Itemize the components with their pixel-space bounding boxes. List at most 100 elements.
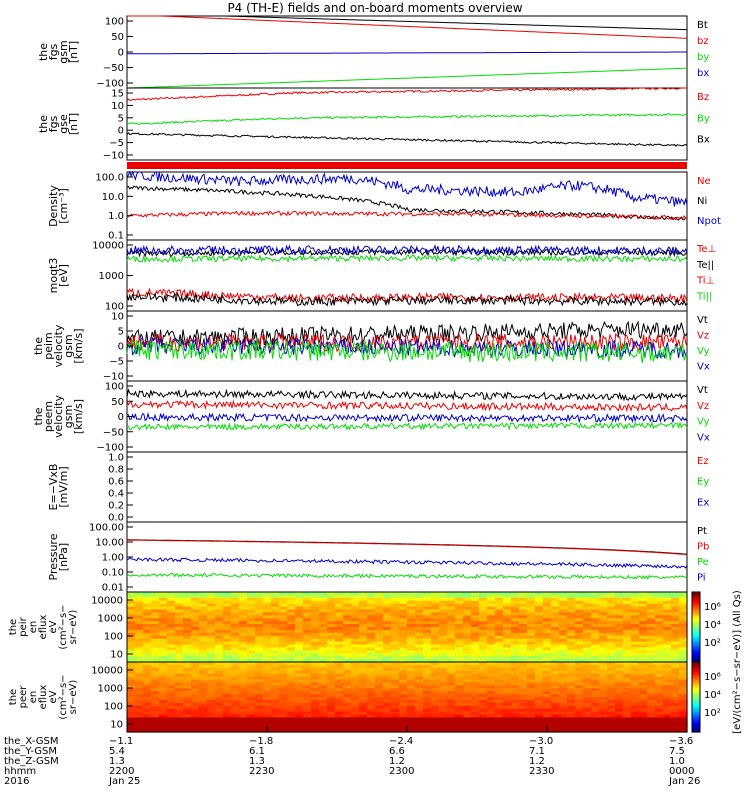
heatmap-cell	[487, 667, 496, 672]
heatmap-cell	[455, 624, 464, 628]
heatmap-cell	[543, 629, 552, 634]
heatmap-cell	[143, 624, 152, 628]
heatmap-cell	[511, 659, 520, 663]
heatmap-cell	[303, 688, 312, 692]
heatmap-cell	[295, 702, 304, 707]
heatmap-cell	[519, 624, 528, 628]
heatmap-cell	[367, 629, 376, 634]
heatmap-cell	[527, 702, 536, 707]
heatmap-cell	[663, 697, 672, 701]
heatmap-cell	[327, 627, 336, 631]
heatmap-cell	[287, 597, 296, 602]
heatmap-cell	[639, 673, 648, 678]
heatmap-cell	[375, 627, 384, 631]
heatmap-cell	[367, 656, 376, 660]
heatmap-cell	[199, 650, 208, 654]
heatmap-cell	[511, 641, 520, 646]
heatmap-cell	[263, 615, 272, 619]
heatmap-cell	[207, 714, 216, 718]
legend-entry: By	[697, 113, 710, 124]
heatmap-cell	[423, 615, 432, 619]
heatmap-cell	[607, 606, 616, 611]
heatmap-cell	[647, 705, 656, 710]
colorbar-cell	[692, 706, 700, 710]
heatmap-cell	[607, 600, 616, 605]
heatmap-cell	[559, 618, 568, 622]
y-axis-label: peem	[42, 401, 55, 432]
heatmap-cell	[551, 615, 560, 619]
heatmap-cell	[615, 714, 624, 718]
heatmap-cell	[599, 627, 608, 631]
heatmap-cell	[639, 632, 648, 637]
heatmap-cell	[319, 650, 328, 654]
heatmap-cell	[575, 685, 584, 689]
heatmap-cell	[159, 688, 168, 692]
heatmap-cell	[359, 708, 368, 713]
heatmap-cell	[567, 688, 576, 692]
heatmap-cell	[591, 653, 600, 657]
heatmap-cell	[679, 662, 688, 666]
heatmap-cell	[551, 609, 560, 613]
heatmap-cell	[591, 597, 600, 602]
heatmap-cell	[543, 691, 552, 695]
heatmap-cell	[239, 659, 248, 663]
heatmap-cell	[327, 667, 336, 672]
heatmap-cell	[255, 699, 264, 704]
heatmap-cell	[511, 644, 520, 648]
heatmap-cell	[663, 682, 672, 686]
heatmap-cell	[303, 609, 312, 613]
heatmap-cell	[415, 594, 424, 599]
heatmap-cell	[167, 679, 176, 683]
heatmap-cell	[295, 659, 304, 663]
y-tick-label: −10	[103, 151, 124, 162]
heatmap-cell	[223, 726, 232, 730]
heatmap-cell	[623, 702, 632, 707]
heatmap-cell	[399, 603, 408, 608]
heatmap-cell	[671, 594, 680, 599]
heatmap-cell	[279, 653, 288, 657]
colorbar-tick-label: 10⁶	[704, 602, 721, 613]
heatmap-cell	[655, 676, 664, 681]
heatmap-cell	[271, 711, 280, 716]
heatmap-cell	[279, 685, 288, 689]
y-axis-label: the	[37, 115, 50, 133]
heatmap-cell	[423, 702, 432, 707]
heatmap-cell	[271, 644, 280, 648]
heatmap-cell	[175, 670, 184, 675]
heatmap-cell	[215, 679, 224, 683]
heatmap-cell	[599, 606, 608, 611]
heatmap-cell	[359, 612, 368, 616]
heatmap-cell	[415, 702, 424, 707]
heatmap-cell	[679, 621, 688, 625]
heatmap-cell	[271, 720, 280, 724]
heatmap-cell	[607, 618, 616, 622]
heatmap-cell	[207, 609, 216, 613]
heatmap-cell	[463, 708, 472, 713]
heatmap-cell	[287, 682, 296, 686]
heatmap-cell	[207, 699, 216, 704]
heatmap-cell	[223, 685, 232, 689]
heatmap-cell	[423, 711, 432, 716]
heatmap-cell	[599, 699, 608, 704]
heatmap-cell	[391, 618, 400, 622]
heatmap-cell	[159, 615, 168, 619]
heatmap-cell	[295, 682, 304, 686]
heatmap-cell	[671, 647, 680, 651]
heatmap-cell	[511, 676, 520, 681]
x-axis-row-value: −3.6	[669, 736, 693, 747]
heatmap-cell	[351, 612, 360, 616]
x-axis-row-value: 7.5	[669, 746, 685, 757]
heatmap-cell	[543, 641, 552, 646]
heatmap-cell	[495, 691, 504, 695]
heatmap-cell	[647, 632, 656, 637]
heatmap-cell	[183, 714, 192, 718]
heatmap-cell	[639, 708, 648, 713]
heatmap-cell	[599, 656, 608, 660]
heatmap-cell	[343, 624, 352, 628]
y-axis-label: the	[8, 689, 19, 705]
heatmap-cell	[455, 641, 464, 646]
heatmap-cell	[535, 653, 544, 657]
heatmap-cell	[279, 694, 288, 698]
heatmap-cell	[191, 714, 200, 718]
heatmap-cell	[135, 597, 144, 602]
